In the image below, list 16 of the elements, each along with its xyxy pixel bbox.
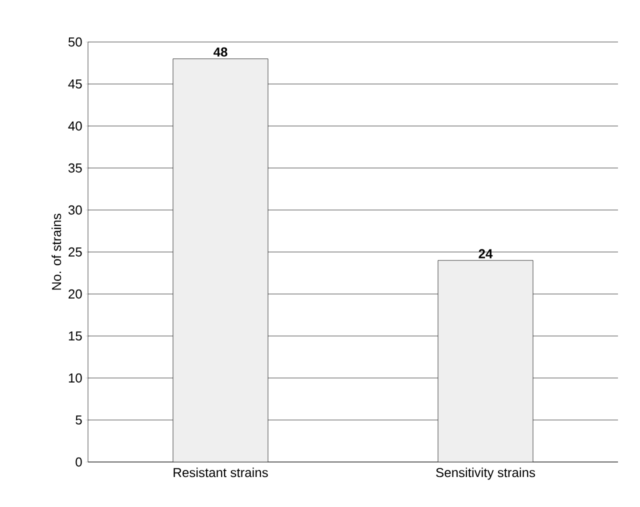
- y-tick-label: 50: [68, 37, 82, 47]
- y-tick-label: 25: [68, 247, 82, 257]
- y-tick-label: 40: [68, 121, 82, 131]
- x-tick-label: Sensitivity strains: [436, 468, 536, 480]
- data-label: 48: [214, 47, 228, 57]
- x-tick-label: Resistant strains: [174, 468, 268, 478]
- y-tick-label: 20: [68, 289, 82, 299]
- y-tick-label: 30: [68, 205, 82, 215]
- y-tick-label: 5: [76, 415, 82, 425]
- y-axis-title: No. of strains: [52, 214, 62, 290]
- y-tick-label: 0: [76, 457, 82, 467]
- y-tick-label: 35: [68, 163, 82, 173]
- y-tick-label: 10: [68, 373, 82, 383]
- y-tick-label: 45: [68, 79, 82, 89]
- y-tick-label: 15: [68, 331, 82, 341]
- data-label: 24: [478, 249, 493, 258]
